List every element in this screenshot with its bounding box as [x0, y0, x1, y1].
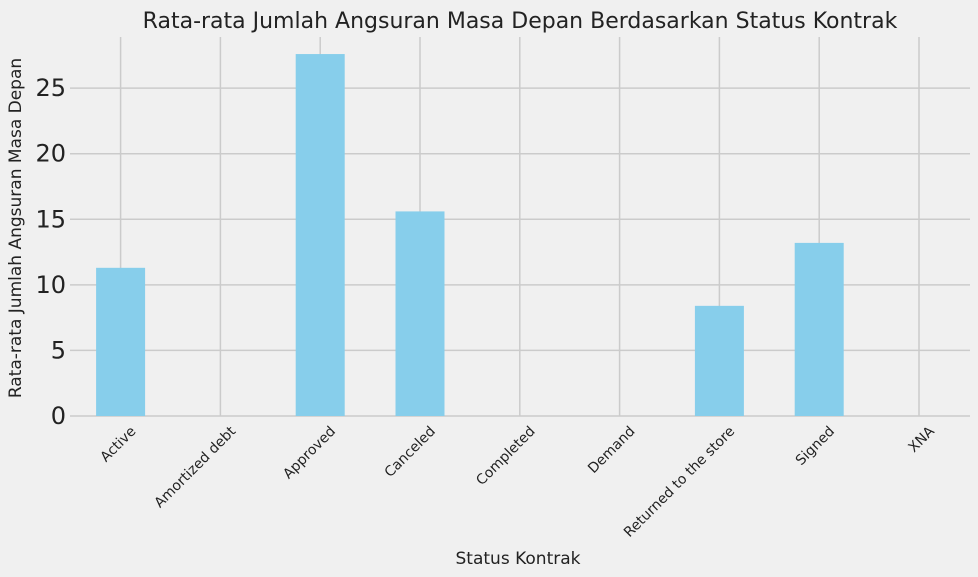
x-tick-label: Approved — [280, 424, 339, 483]
bar-returned-to-the-store — [694, 305, 744, 416]
y-tick-label: 15 — [35, 205, 66, 233]
bar-signed — [794, 242, 844, 416]
x-tick-label: Amortized debt — [151, 423, 239, 511]
bar-active — [96, 267, 146, 416]
x-tick-labels: Active Amortized debt Approved Canceled Comp… — [97, 423, 938, 541]
y-tick-labels: 0 5 10 15 20 25 — [35, 74, 66, 430]
x-tick-label: Signed — [793, 424, 838, 469]
x-tick-label: Canceled — [382, 424, 439, 481]
y-tick-label: 0 — [51, 402, 66, 430]
x-tick-label: Demand — [585, 424, 638, 477]
x-tick-label: Returned to the store — [621, 424, 738, 541]
y-tick-label: 20 — [35, 140, 66, 168]
x-tick-label: Active — [97, 424, 139, 466]
x-axis-label: Status Kontrak — [456, 549, 581, 569]
y-tick-label: 25 — [35, 74, 66, 102]
y-axis-label: Rata-rata Jumlah Angsuran Masa Depan — [6, 58, 26, 398]
x-tick-label: Completed — [473, 424, 538, 489]
x-tick-label: XNA — [906, 423, 939, 456]
bar-canceled — [395, 211, 445, 416]
bar-approved — [295, 54, 345, 417]
y-tick-label: 10 — [35, 271, 66, 299]
bar-layer — [96, 54, 844, 417]
chart-title: Rata-rata Jumlah Angsuran Masa Depan Ber… — [143, 9, 898, 34]
y-tick-label: 5 — [51, 336, 66, 364]
